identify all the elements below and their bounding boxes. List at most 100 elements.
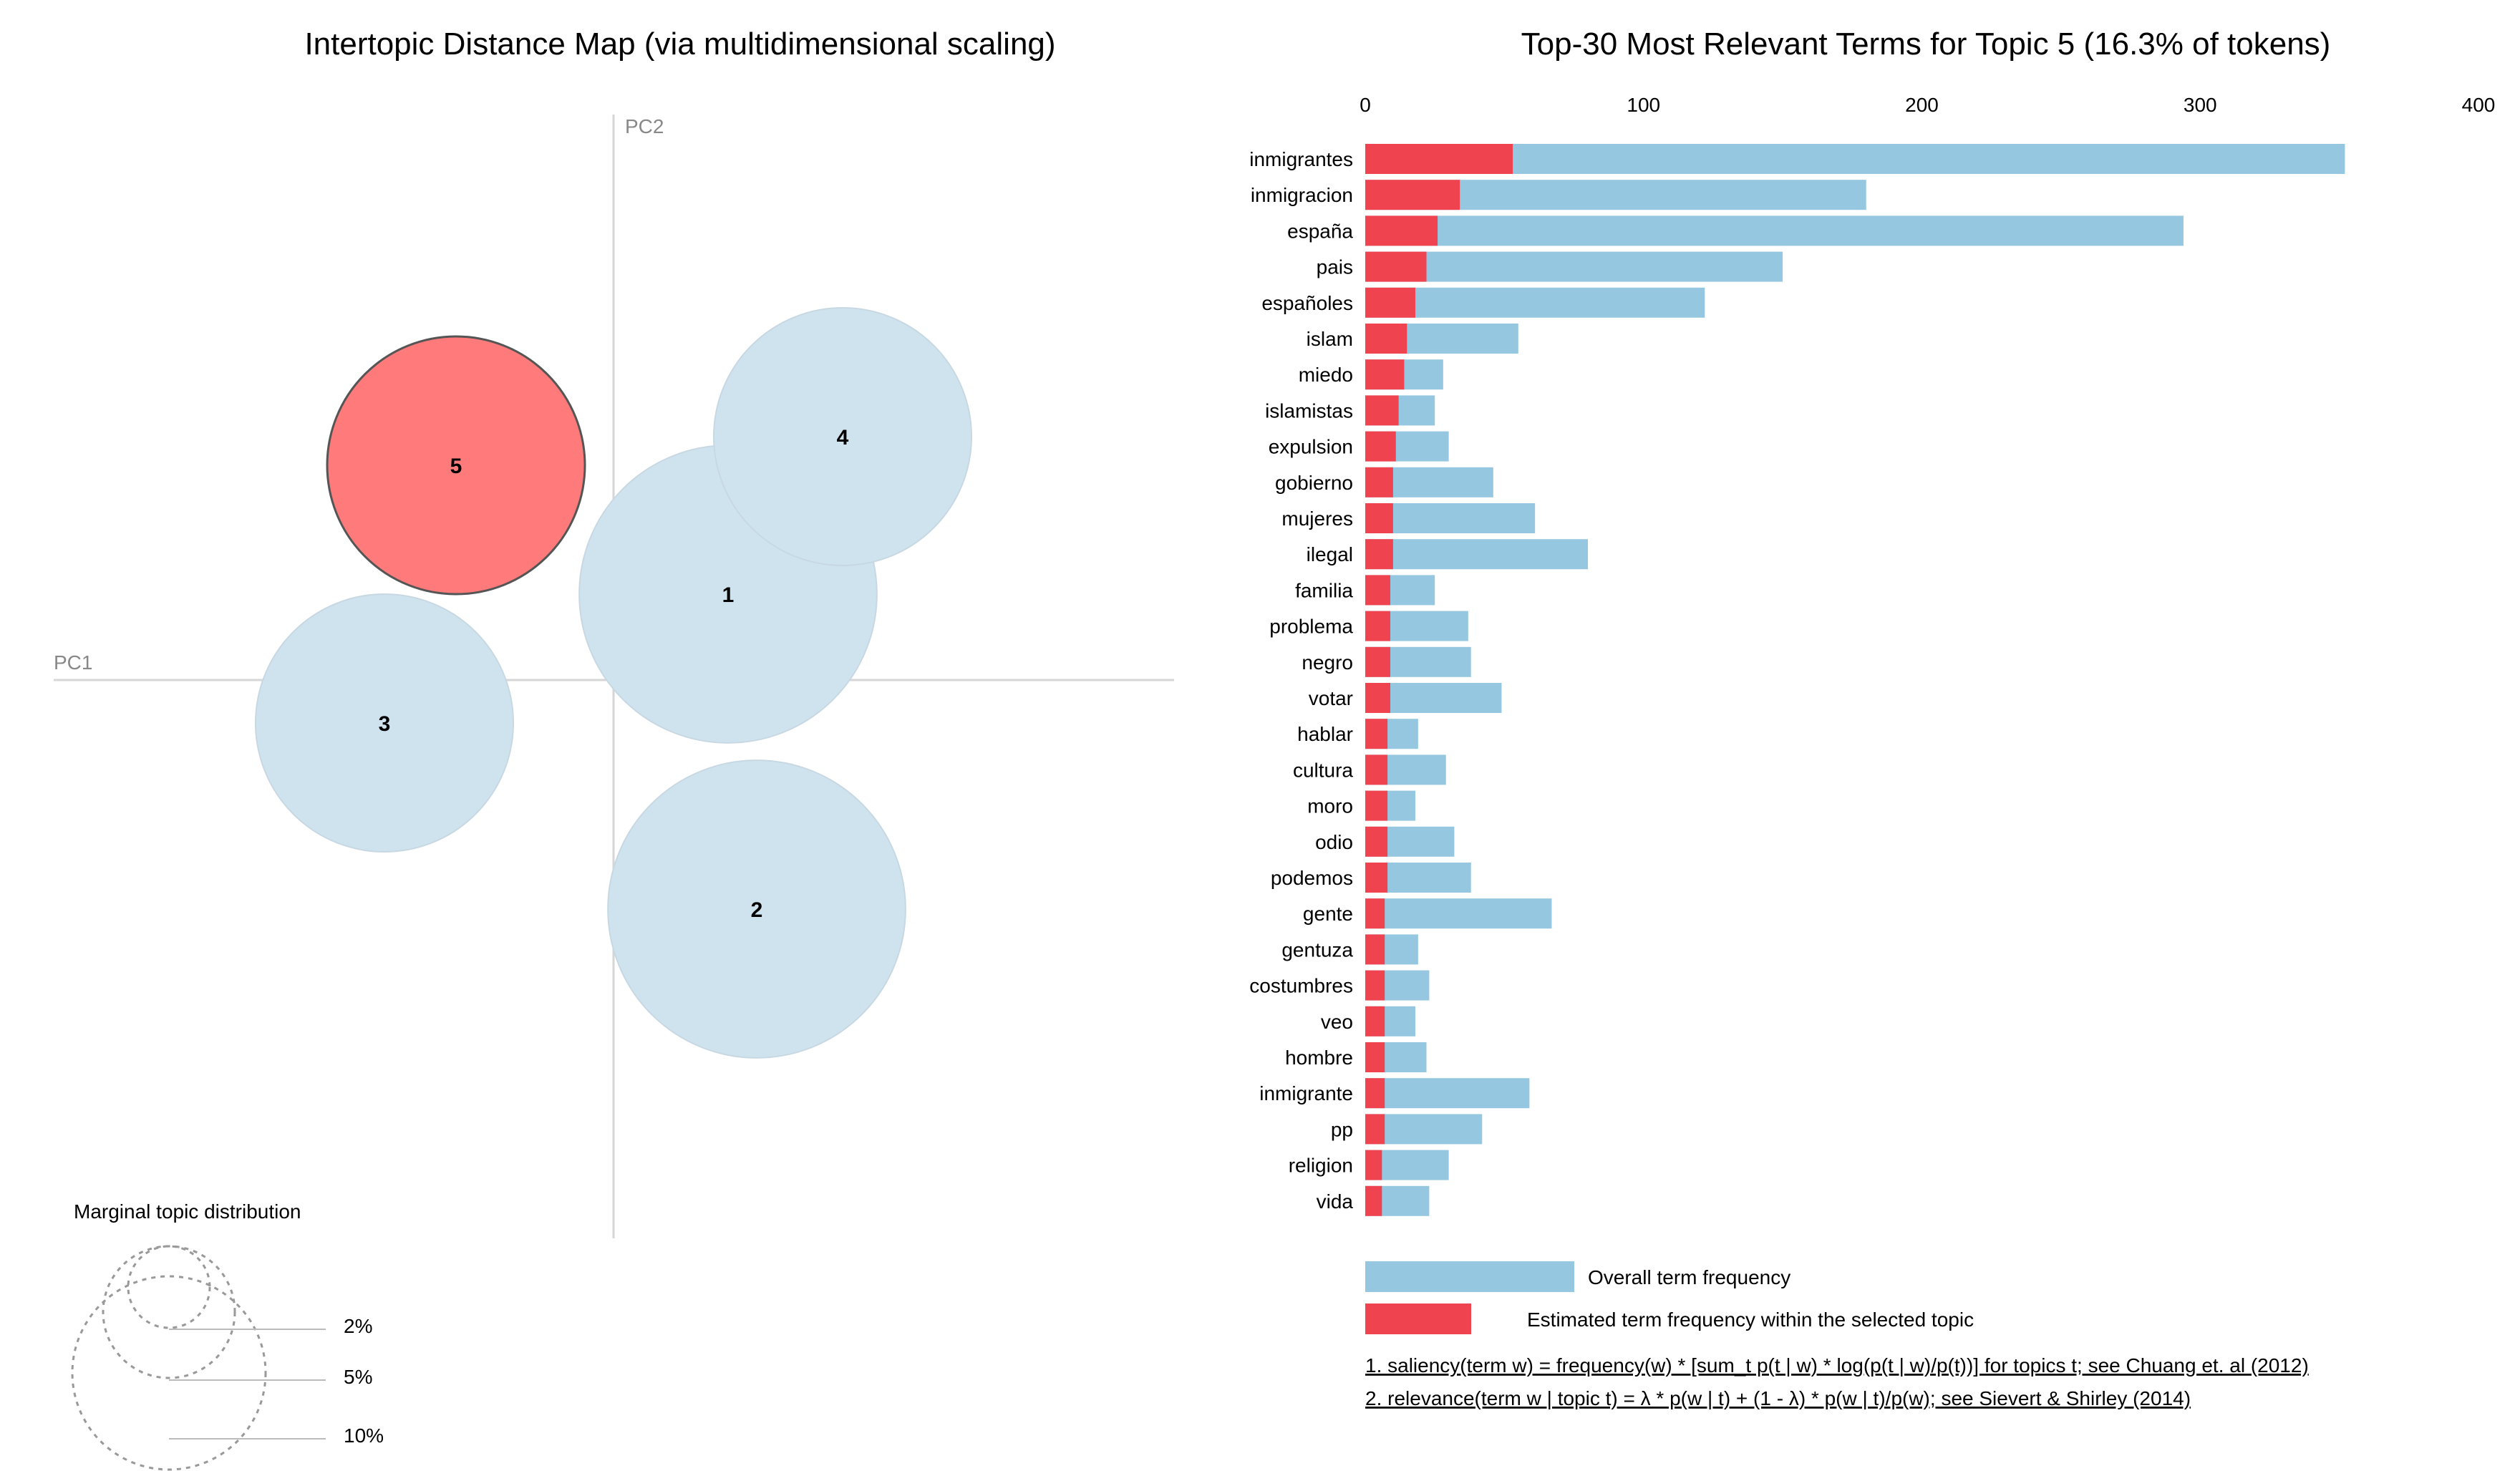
topic-label-2[interactable]: 2 (751, 898, 763, 922)
term-label[interactable]: familia (1295, 579, 1353, 601)
term-row-gentuza[interactable]: gentuza (1281, 934, 1418, 965)
term-label[interactable]: votar (1309, 687, 1353, 709)
term-label[interactable]: españa (1287, 220, 1353, 242)
topic-frequency-bar[interactable] (1365, 144, 1513, 174)
topic-circle-2[interactable] (607, 759, 906, 1059)
topic-frequency-bar[interactable] (1365, 1078, 1385, 1109)
topic-frequency-bar[interactable] (1365, 503, 1393, 533)
saliency-note-link[interactable]: 1. saliency(term w) = frequency(w) * [su… (1365, 1354, 2309, 1377)
term-row-cultura[interactable]: cultura (1293, 754, 1446, 785)
overall-frequency-bar[interactable] (1365, 1078, 1530, 1109)
topic-frequency-bar[interactable] (1365, 719, 1388, 749)
term-label[interactable]: costumbres (1249, 975, 1353, 997)
overall-frequency-bar[interactable] (1365, 539, 1588, 570)
term-row-expulsion[interactable]: expulsion (1269, 431, 1449, 462)
topic-frequency-bar[interactable] (1365, 1006, 1385, 1037)
topic-frequency-bar[interactable] (1365, 215, 1438, 246)
topic-frequency-bar[interactable] (1365, 467, 1393, 497)
topic-frequency-bar[interactable] (1365, 1042, 1385, 1072)
topic-frequency-bar[interactable] (1365, 251, 1427, 282)
term-row-españa[interactable]: españa (1287, 215, 2184, 246)
topic-frequency-bar[interactable] (1365, 324, 1407, 354)
term-label[interactable]: podemos (1271, 867, 1353, 889)
topic-frequency-bar[interactable] (1365, 1185, 1382, 1216)
term-row-inmigracion[interactable]: inmigracion (1251, 180, 1866, 210)
term-label[interactable]: cultura (1293, 759, 1353, 781)
topic-frequency-bar[interactable] (1365, 431, 1396, 462)
overall-frequency-bar[interactable] (1365, 287, 1705, 318)
topic-frequency-bar[interactable] (1365, 1114, 1385, 1145)
term-label[interactable]: problema (1269, 616, 1353, 638)
term-row-familia[interactable]: familia (1295, 575, 1435, 606)
overall-frequency-bar[interactable] (1365, 251, 1783, 282)
topic-circle-5[interactable] (326, 335, 586, 596)
term-label[interactable]: vida (1317, 1190, 1354, 1213)
topic-frequency-bar[interactable] (1365, 754, 1388, 785)
term-row-moro[interactable]: moro (1307, 790, 1415, 821)
term-row-odio[interactable]: odio (1315, 826, 1455, 857)
term-row-islamistas[interactable]: islamistas (1265, 395, 1435, 426)
overall-frequency-bar[interactable] (1365, 144, 2345, 174)
overall-frequency-bar[interactable] (1365, 503, 1536, 533)
term-label[interactable]: pp (1331, 1118, 1353, 1140)
term-label[interactable]: inmigrantes (1249, 148, 1353, 170)
term-label[interactable]: odio (1315, 831, 1353, 853)
term-row-miedo[interactable]: miedo (1299, 359, 1443, 390)
term-label[interactable]: gobierno (1275, 472, 1353, 494)
topic-frequency-bar[interactable] (1365, 970, 1385, 1001)
relevance-note-link[interactable]: 2. relevance(term w | topic t) = λ * p(w… (1365, 1387, 2191, 1409)
topic-frequency-bar[interactable] (1365, 863, 1388, 893)
term-label[interactable]: religion (1289, 1155, 1353, 1177)
term-row-inmigrantes[interactable]: inmigrantes (1249, 144, 2345, 174)
topic-frequency-bar[interactable] (1365, 934, 1385, 965)
topic-frequency-bar[interactable] (1365, 575, 1390, 606)
topic-frequency-bar[interactable] (1365, 790, 1388, 821)
term-label[interactable]: hombre (1285, 1047, 1353, 1069)
term-row-ilegal[interactable]: ilegal (1307, 539, 1588, 570)
topic-frequency-bar[interactable] (1365, 180, 1460, 210)
topic-frequency-bar[interactable] (1365, 646, 1390, 677)
term-label[interactable]: expulsion (1269, 436, 1353, 458)
topic-circle-3[interactable] (255, 593, 514, 853)
topic-frequency-bar[interactable] (1365, 898, 1385, 929)
term-row-inmigrante[interactable]: inmigrante (1259, 1078, 1530, 1109)
term-row-problema[interactable]: problema (1269, 611, 1468, 641)
term-row-pp[interactable]: pp (1331, 1114, 1483, 1145)
term-label[interactable]: negro (1302, 651, 1353, 674)
term-label[interactable]: gentuza (1281, 938, 1353, 961)
term-label[interactable]: ilegal (1307, 543, 1353, 565)
term-row-negro[interactable]: negro (1302, 646, 1471, 677)
term-row-votar[interactable]: votar (1309, 683, 1502, 713)
topic-frequency-bar[interactable] (1365, 683, 1390, 713)
term-row-gobierno[interactable]: gobierno (1275, 467, 1493, 497)
term-row-veo[interactable]: veo (1321, 1006, 1415, 1037)
topic-circle-4[interactable] (713, 307, 972, 566)
term-label[interactable]: islamistas (1265, 399, 1353, 422)
overall-frequency-bar[interactable] (1365, 215, 2184, 246)
term-label[interactable]: inmigracion (1251, 184, 1353, 206)
term-label[interactable]: españoles (1261, 292, 1353, 314)
term-label[interactable]: hablar (1297, 723, 1353, 745)
term-label[interactable]: mujeres (1281, 508, 1353, 530)
topic-label-3[interactable]: 3 (379, 712, 391, 736)
topic-frequency-bar[interactable] (1365, 1150, 1382, 1180)
topic-label-1[interactable]: 1 (722, 583, 735, 607)
term-row-hombre[interactable]: hombre (1285, 1042, 1427, 1072)
term-row-pais[interactable]: pais (1317, 251, 1783, 282)
overall-frequency-bar[interactable] (1365, 898, 1552, 929)
term-label[interactable]: inmigrante (1259, 1082, 1353, 1105)
term-label[interactable]: pais (1317, 256, 1353, 278)
topic-label-5[interactable]: 5 (450, 455, 462, 478)
topic-frequency-bar[interactable] (1365, 611, 1390, 641)
term-row-gente[interactable]: gente (1303, 898, 1552, 929)
term-label[interactable]: gente (1303, 903, 1353, 925)
topic-frequency-bar[interactable] (1365, 287, 1415, 318)
term-row-vida[interactable]: vida (1317, 1185, 1430, 1216)
term-row-hablar[interactable]: hablar (1297, 719, 1418, 749)
topic-frequency-bar[interactable] (1365, 359, 1405, 390)
term-row-españoles[interactable]: españoles (1261, 287, 1705, 318)
topic-label-4[interactable]: 4 (837, 426, 849, 450)
term-label[interactable]: moro (1307, 795, 1353, 817)
term-label[interactable]: veo (1321, 1011, 1353, 1033)
term-row-islam[interactable]: islam (1307, 324, 1518, 354)
